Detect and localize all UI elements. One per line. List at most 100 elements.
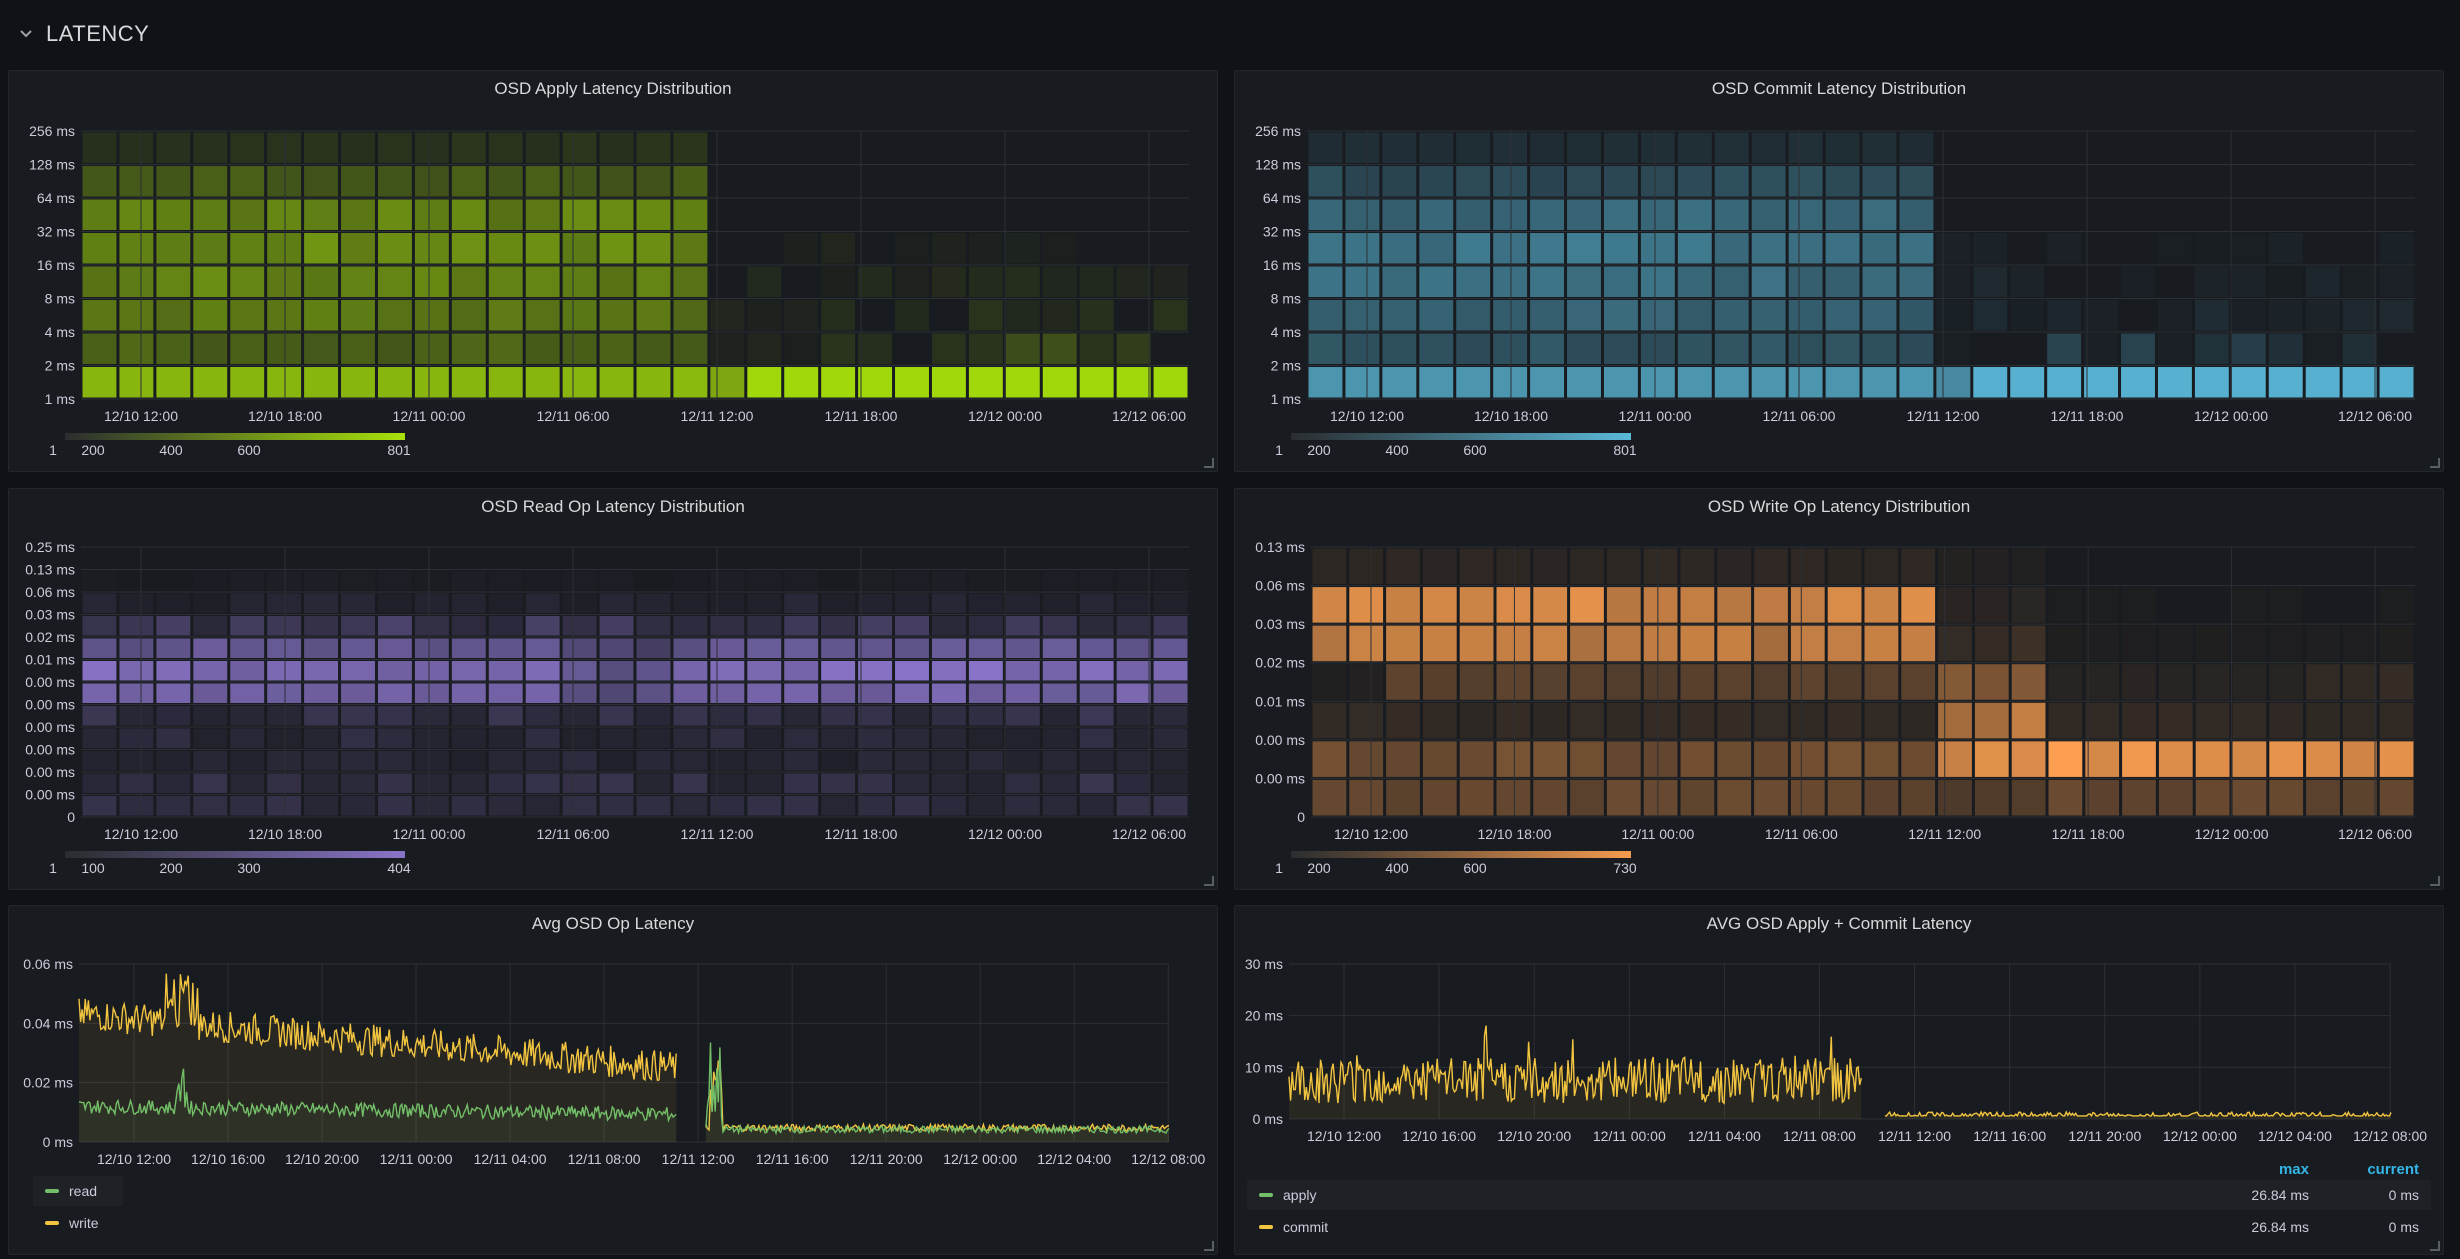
heatmap-cell [1827,548,1862,585]
heatmap-cell [562,683,597,703]
heatmap-cell [1153,706,1188,726]
panel-osd-read-op-latency[interactable]: 0 0.00 ms 0.00 ms 0.00 ms 0.00 ms 0.00 ms 0.00… [8,488,1218,890]
heatmap-cell [599,751,634,771]
heatmap-cell [1005,266,1040,297]
panel-resize-handle[interactable] [1204,1241,1214,1251]
heatmap-cell [1677,132,1712,163]
heatmap-cell [562,796,597,816]
heatmap-cell [1382,199,1417,230]
heatmap-cell [747,333,782,364]
heatmap-cell [784,683,819,703]
heatmap-cell [1456,166,1491,197]
heatmap-cell [1493,132,1528,163]
panel-resize-handle[interactable] [1204,876,1214,886]
heatmap-cell [636,751,671,771]
y-tick-label: 0.00 ms [25,787,75,803]
panel-osd-write-op-latency[interactable]: 0 0.00 ms 0.00 ms 0.01 ms 0.02 ms 0.03 ms 0.06… [1234,488,2444,890]
panel-resize-handle[interactable] [2430,876,2440,886]
y-tick-label: 32 ms [1263,224,1301,240]
heatmap-cell [341,796,375,816]
heatmap-cell [1308,266,1343,297]
legend-item-apply[interactable]: apply 26.84 ms 0 ms [1247,1180,2431,1210]
heatmap-cell [1419,132,1454,163]
heatmap-cell [1533,702,1568,739]
series-area-read [79,1042,1169,1142]
color-scale-label: 300 [237,860,261,876]
heatmap-cell [414,773,449,793]
panel-avg-osd-apply-commit-latency[interactable]: 0 ms 10 ms 20 ms 30 ms 12/10 12:00 12/10 16:0… [1234,905,2444,1255]
heatmap-cell [1459,702,1494,739]
heatmap-cell [636,367,671,398]
panel-resize-handle[interactable] [2430,1241,2440,1251]
y-tick-label: 4 ms [45,324,75,340]
heatmap-cell [1308,132,1343,163]
heatmap-cell [1790,741,1825,777]
heatmap-cell [193,683,228,703]
heatmap-cell [1533,779,1568,816]
heatmap-cell [1005,661,1040,681]
panel-resize-handle[interactable] [1204,458,1214,468]
heatmap-cell [1825,199,1860,230]
panel-osd-apply-latency[interactable]: 1 ms 2 ms 4 ms 8 ms 16 ms 32 ms 64 ms 128 ms 256… [8,70,1218,472]
x-tick-label: 12/11 06:00 [1765,826,1838,842]
heatmap-cell [451,683,486,703]
color-scale-label: 400 [1385,442,1409,458]
heatmap-cell [2231,266,2266,297]
heatmap-cell [377,751,412,771]
heatmap-cell [2194,233,2229,264]
heatmap-cell [1386,548,1420,585]
panel-resize-handle[interactable] [2430,458,2440,468]
heatmap-cell [895,638,929,658]
heatmap-cell [636,706,671,726]
row-collapse-toggle[interactable]: LATENCY [16,21,149,47]
heatmap-cell [1827,664,1862,700]
heatmap-cell [451,773,486,793]
x-tick-label: 12/12 00:00 [968,408,1042,424]
heatmap-cell [230,751,265,771]
heatmap-cell [488,367,523,398]
heatmap-cell [1312,702,1347,739]
heatmap-cell [341,166,375,197]
heatmap-cell [156,773,191,793]
heatmap-cell [1312,625,1347,662]
heatmap-cell [784,367,819,398]
heatmap-cell [968,367,1003,398]
heatmap-cell [2342,625,2377,662]
heatmap-chart: 1 ms 2 ms 4 ms 8 ms 16 ms 32 ms 64 ms 128 ms 256… [1255,123,2415,458]
legend-header-current[interactable]: current [2367,1160,2419,1178]
heatmap-cell [1643,664,1678,700]
heatmap-cell [1862,166,1897,197]
heatmap-cell [2195,702,2230,739]
heatmap-cell [821,333,856,364]
x-tick-label: 12/10 18:00 [248,826,322,842]
panel-osd-commit-latency[interactable]: 1 ms 2 ms 4 ms 8 ms 16 ms 32 ms 64 ms 128 ms 256… [1234,70,2444,472]
legend-item-read[interactable]: read [33,1176,123,1206]
heatmap-cell [1864,779,1899,816]
heatmap-cell [1677,233,1712,264]
heatmap-cell [1570,587,1604,623]
heatmap-cell [488,638,523,658]
heatmap-cell [1308,166,1343,197]
heatmap-cell [2268,233,2303,264]
legend-header-max[interactable]: max [2278,1160,2309,1178]
heatmap-cell [304,132,339,163]
heatmap-cell [82,616,117,636]
heatmap-cell [784,333,819,364]
panel-avg-osd-op-latency[interactable]: 0 ms 0.02 ms 0.04 ms 0.06 ms 12/10 12:00 12/1… [8,905,1218,1255]
heatmap-cell [784,728,819,748]
heatmap-cell [2122,702,2156,739]
heatmap-cell [1042,593,1077,613]
heatmap-cell [1116,661,1151,681]
heatmap-cell [377,571,412,591]
heatmap-cell [267,773,302,793]
heatmap-cell [1643,779,1678,816]
heatmap-cell [599,593,634,613]
heatmap-cell [1790,702,1825,739]
legend-item-write[interactable]: write [33,1208,123,1238]
color-scale-label: 200 [81,442,105,458]
heatmap-cell [230,132,265,163]
heatmap-cell [673,773,708,793]
x-tick-label: 12/12 04:00 [2258,1128,2332,1144]
legend-item-commit[interactable]: commit 26.84 ms 0 ms [1247,1212,2431,1242]
heatmap-cell [82,166,117,197]
